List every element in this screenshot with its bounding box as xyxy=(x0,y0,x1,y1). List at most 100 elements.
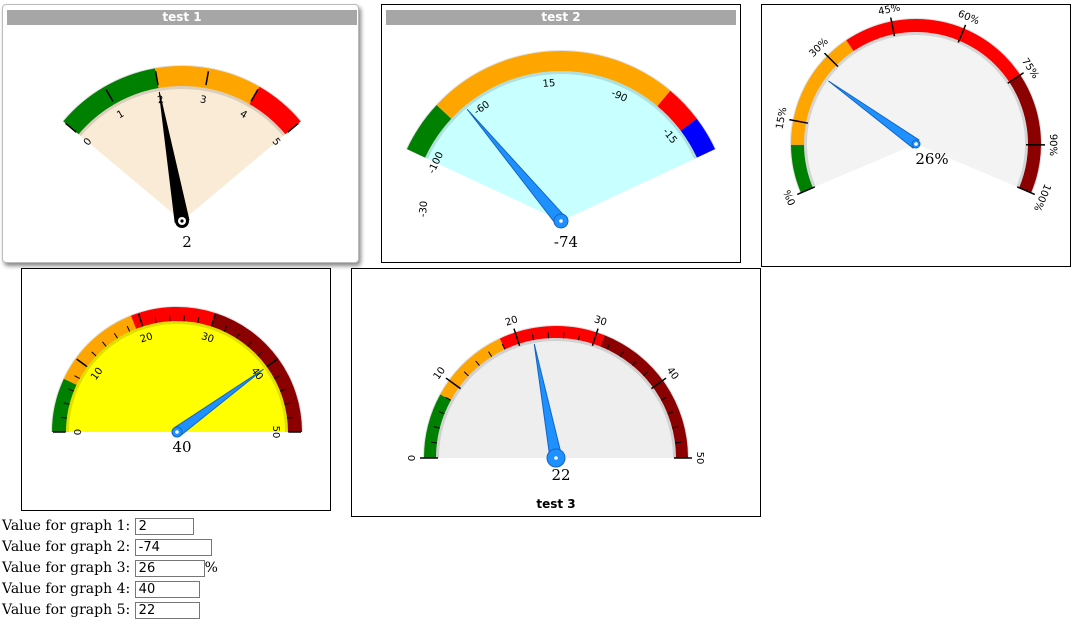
graph-3-value-input[interactable] xyxy=(134,559,205,577)
gauge-band xyxy=(63,315,137,385)
gauge-minor-tick xyxy=(632,360,637,366)
form-label: Value for graph 4: xyxy=(2,581,131,597)
gauge-tick-label: 3 xyxy=(199,94,207,106)
gauge-minor-tick xyxy=(660,396,667,401)
gauge-tick-label: 5 xyxy=(270,136,283,148)
gauge-band xyxy=(791,144,813,193)
gauge-major-tick xyxy=(591,328,599,347)
gauge-tick-label: 45% xyxy=(877,5,901,18)
gauge-band xyxy=(846,19,1021,83)
gauge-major-tick xyxy=(65,122,77,133)
gauge-title-bar: test 1 xyxy=(7,10,357,25)
gauge-band xyxy=(499,326,605,350)
gauge-minor-tick xyxy=(475,360,480,366)
gauge-minor-tick xyxy=(445,396,452,401)
gauge-minor-tick xyxy=(284,402,291,405)
gauge-panel-4: 0102030405040 xyxy=(21,268,331,511)
gauge-band xyxy=(155,65,260,105)
gauge-tick-label: 0 xyxy=(82,136,95,148)
gauge-band xyxy=(52,378,77,432)
gauge-major-tick xyxy=(210,313,217,326)
gauge-minor-tick xyxy=(197,316,200,324)
gauge-minor-tick xyxy=(531,334,535,341)
gauge-major-tick xyxy=(287,122,299,133)
gauge-minor-tick xyxy=(68,388,74,392)
gauge-major-tick xyxy=(205,71,210,86)
gauge-minor-tick xyxy=(672,426,679,429)
gauge-title-bar: test 2 xyxy=(386,10,736,25)
gauge-minor-tick xyxy=(287,416,294,419)
form-row-2: Value for graph 2: xyxy=(2,537,218,558)
gauge-value-text: 2 xyxy=(182,233,192,251)
gauge-4: 0102030405040 xyxy=(51,306,303,456)
graph-5-value-input[interactable] xyxy=(134,601,200,619)
gauge-minor-tick xyxy=(91,351,97,357)
gauge-panel-1: test 1 0123452 xyxy=(2,4,359,263)
gauge-hub-dot xyxy=(559,219,563,223)
gauge-band xyxy=(211,313,302,432)
gauge-band xyxy=(406,105,452,158)
percent-suffix: % xyxy=(204,560,218,576)
graph-1-value-input[interactable] xyxy=(134,517,194,535)
gauge-tick-label: -30 xyxy=(418,200,430,217)
gauge-hub-dot xyxy=(180,219,184,223)
gauge-minor-tick xyxy=(63,402,70,405)
gauge-hub-dot xyxy=(554,456,558,460)
gauge-ring-shadow xyxy=(423,325,689,458)
gauge-minor-tick xyxy=(674,441,682,444)
gauge-tick-label: 15 xyxy=(542,78,556,90)
gauge-minor-tick xyxy=(438,411,445,415)
gauge-major-tick xyxy=(889,17,896,37)
gauge-tick-label: 10 xyxy=(432,365,448,382)
gauge-tick-label: 50 xyxy=(270,426,281,439)
gauge-band xyxy=(657,90,697,131)
gauge-5: 0 10 20 30 40 50 22 xyxy=(407,314,705,484)
form-row-3: Value for graph 3: % xyxy=(2,558,218,579)
form-label: Value for graph 2: xyxy=(2,539,131,555)
gauge-tick-label: 20 xyxy=(504,314,520,328)
form-label: Value for graph 3: xyxy=(2,560,131,576)
gauge-band xyxy=(249,86,301,135)
gauge-minor-tick xyxy=(606,343,611,350)
gauge-hub-dot xyxy=(175,430,179,434)
gauge-tick-label: 40 xyxy=(664,365,680,382)
gauge-minor-tick xyxy=(577,334,581,341)
gauge-minor-tick xyxy=(463,371,469,377)
gauge-major-tick xyxy=(250,88,259,102)
gauge-tick-label: 0 xyxy=(407,455,418,461)
gauge-minor-tick xyxy=(236,332,241,339)
gauge-face xyxy=(430,332,682,458)
gauge-major-tick xyxy=(823,52,839,68)
gauge-tick-label: 90% xyxy=(1047,134,1058,156)
gauge-minor-tick xyxy=(501,343,506,350)
gauge-tick-label: 20 xyxy=(139,331,155,345)
gauge-minor-tick xyxy=(667,411,674,415)
form-row-4: Value for graph 4: xyxy=(2,579,218,600)
graph-2-value-input[interactable] xyxy=(134,538,212,556)
gauge-minor-tick xyxy=(280,388,286,392)
gauge-panel-2: test 2 -30 -100 -60 15 -90 -15 -74 xyxy=(381,4,741,263)
gauge-tick-label: 0% xyxy=(782,188,798,207)
gauge-panel-3: 0% 15% 30% 45% 60% 75% 90% 100% 26% xyxy=(761,4,1071,267)
gauge-tick-label: 30 xyxy=(200,331,216,345)
gauge-major-tick xyxy=(445,377,461,390)
gauge-minor-tick xyxy=(60,416,67,419)
form-row-1: Value for graph 1: xyxy=(2,516,218,537)
gauge-panel-5: 0 10 20 30 40 50 22 test 3 xyxy=(351,268,761,517)
gauge-major-tick xyxy=(1007,72,1024,84)
gauge-minor-tick xyxy=(643,371,649,377)
gauge-value-text: 26% xyxy=(915,150,948,168)
gauge-minor-tick xyxy=(154,316,157,324)
gauge-major-tick xyxy=(105,88,114,102)
gauge-band xyxy=(130,307,216,329)
gauge-tick-label: 60% xyxy=(956,9,981,28)
graph-4-value-input[interactable] xyxy=(134,580,200,598)
gauge-major-tick xyxy=(76,358,87,367)
gauge-minor-tick xyxy=(126,325,131,332)
gauge-tick-label: 4 xyxy=(238,109,249,122)
gauge-band xyxy=(680,118,716,158)
gauge-minor-tick xyxy=(619,351,624,357)
gauge-face xyxy=(70,76,294,222)
gauge-major-tick xyxy=(957,24,967,43)
